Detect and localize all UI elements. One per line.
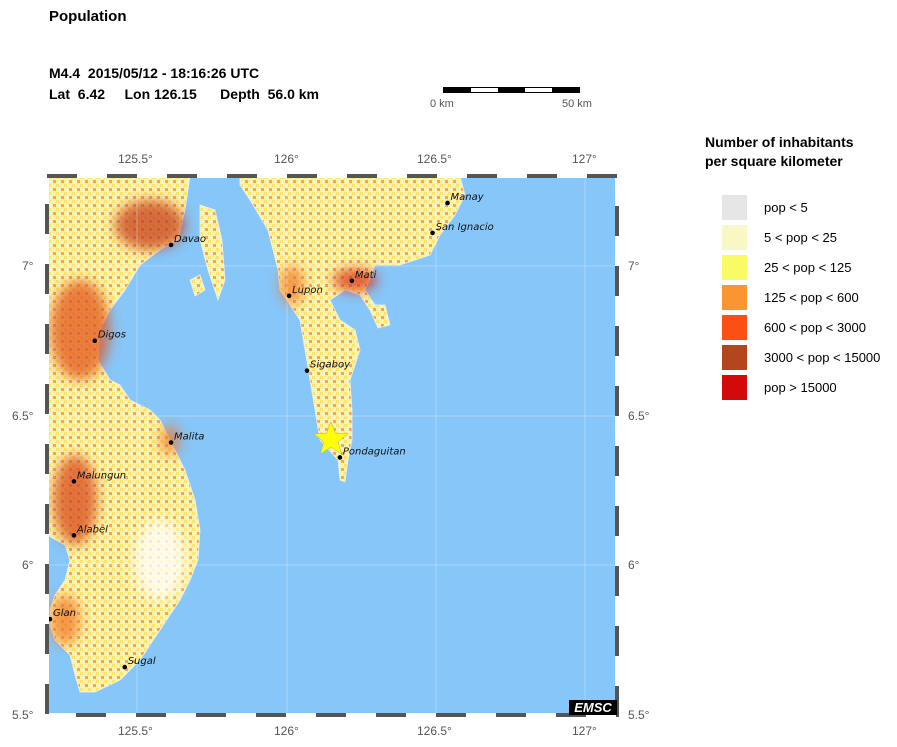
legend-swatch bbox=[722, 225, 747, 250]
legend-label: 5 < pop < 25 bbox=[764, 230, 838, 245]
legend-item: pop < 5 bbox=[722, 195, 808, 220]
event-origin: M4.4 2015/05/12 - 18:16:26 UTC bbox=[49, 65, 260, 81]
city-marker[interactable] bbox=[445, 200, 450, 206]
emsc-logo bbox=[569, 700, 617, 715]
lat-tick-right: 5.5° bbox=[628, 708, 650, 722]
epicenter-star-icon[interactable] bbox=[313, 420, 349, 455]
legend-label: 600 < pop < 3000 bbox=[764, 320, 866, 335]
scale-end-label: 50 km bbox=[562, 98, 592, 110]
legend-item: 5 < pop < 25 bbox=[722, 225, 837, 250]
lon-tick-bottom: 126.5° bbox=[417, 724, 452, 738]
lat-tick-left: 5.5° bbox=[12, 708, 34, 722]
legend-label: pop < 5 bbox=[764, 200, 808, 215]
lon-tick-bottom: 126° bbox=[274, 724, 299, 738]
city-marker[interactable] bbox=[122, 664, 128, 670]
city-label: Glan bbox=[53, 608, 76, 619]
city-marker[interactable] bbox=[286, 293, 292, 299]
legend-item: 600 < pop < 3000 bbox=[722, 315, 866, 340]
legend-swatch bbox=[722, 345, 747, 370]
lon-tick-top: 125.5° bbox=[118, 152, 153, 166]
legend-label: 3000 < pop < 15000 bbox=[764, 350, 881, 365]
city-label: Sigaboy bbox=[310, 360, 351, 371]
legend-swatch bbox=[722, 195, 747, 220]
city-label: Mati bbox=[355, 270, 377, 281]
lat-tick-right: 6.5° bbox=[628, 409, 650, 423]
lon-tick-bottom: 127° bbox=[572, 724, 597, 738]
lat-tick-left: 7° bbox=[22, 259, 34, 273]
legend-item: 125 < pop < 600 bbox=[722, 285, 859, 310]
city-marker[interactable] bbox=[430, 230, 435, 236]
city-marker[interactable] bbox=[168, 242, 174, 248]
lon-tick-bottom: 125.5° bbox=[118, 724, 153, 738]
scale-start-label: 0 km bbox=[430, 98, 454, 110]
lon-tick-top: 126° bbox=[274, 152, 299, 166]
map-frame-dashes bbox=[45, 174, 619, 717]
legend-label: pop > 15000 bbox=[764, 380, 837, 395]
city-label: Manay bbox=[451, 192, 485, 203]
city-label: Malita bbox=[174, 432, 204, 443]
lat-tick-right: 6° bbox=[628, 558, 640, 572]
page-title: Population bbox=[49, 8, 127, 25]
city-label: Alabel bbox=[76, 524, 108, 535]
city-label: San Ignacio bbox=[436, 222, 494, 233]
city-label: Digos bbox=[98, 330, 126, 341]
legend-title: Number of inhabitants per square kilomet… bbox=[705, 133, 854, 171]
scale-bar bbox=[443, 87, 580, 93]
city-marker[interactable] bbox=[71, 479, 77, 484]
event-location: Lat 6.42 Lon 126.15 Depth 56.0 km bbox=[49, 86, 319, 102]
legend-label: 125 < pop < 600 bbox=[764, 290, 859, 305]
legend-swatch bbox=[722, 375, 747, 400]
city-marker[interactable] bbox=[71, 533, 77, 538]
legend-item: pop > 15000 bbox=[722, 375, 837, 400]
city-marker[interactable] bbox=[304, 368, 310, 373]
legend-swatch bbox=[722, 255, 747, 280]
city-marker[interactable] bbox=[168, 440, 174, 445]
legend-item: 25 < pop < 125 bbox=[722, 255, 851, 280]
legend-swatch bbox=[722, 315, 747, 340]
legend-item: 3000 < pop < 15000 bbox=[722, 345, 880, 370]
lat-tick-left: 6.5° bbox=[12, 409, 34, 423]
city-marker[interactable] bbox=[337, 455, 343, 460]
city-label: Davao bbox=[174, 234, 206, 245]
city-marker[interactable] bbox=[349, 278, 355, 284]
legend-title-line2: per square kilometer bbox=[705, 153, 843, 169]
lon-tick-top: 127° bbox=[572, 152, 597, 166]
city-marker[interactable] bbox=[92, 338, 98, 343]
lon-tick-top: 126.5° bbox=[417, 152, 452, 166]
legend-title-line1: Number of inhabitants bbox=[705, 134, 854, 150]
city-label: Malungun bbox=[77, 470, 126, 481]
population-density-hotspots bbox=[50, 200, 377, 645]
lat-tick-right: 7° bbox=[628, 259, 640, 273]
city-label: Pondaguitan bbox=[343, 446, 406, 457]
legend-swatch bbox=[722, 285, 747, 310]
lat-tick-left: 6° bbox=[22, 558, 34, 572]
city-label: Lupon bbox=[292, 285, 323, 296]
legend-label: 25 < pop < 125 bbox=[764, 260, 852, 275]
city-label: Sugal bbox=[128, 656, 156, 667]
emsc-logo-text: EMSC bbox=[574, 700, 612, 715]
